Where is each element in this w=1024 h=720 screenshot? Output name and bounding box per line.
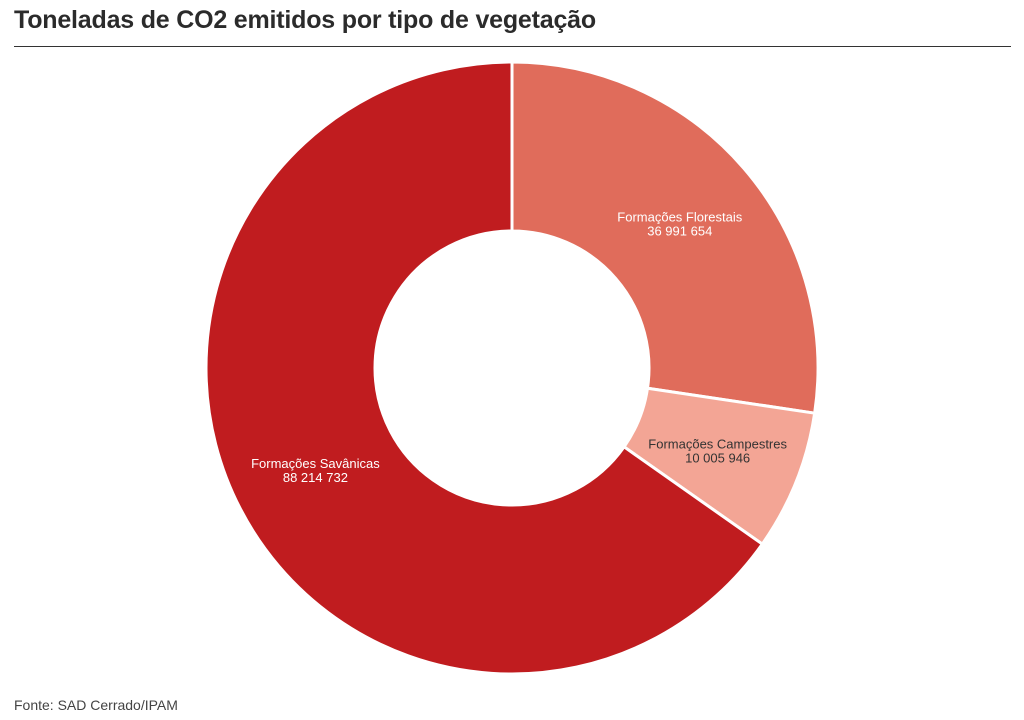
slice-category-label: Formações Campestres bbox=[648, 436, 787, 451]
donut-chart: Formações Florestais 36 991 654 Formações … bbox=[0, 50, 1024, 690]
slice-formacoes-savanicas[interactable] bbox=[204, 60, 764, 676]
slice-category-label: Formações Savânicas bbox=[251, 456, 380, 471]
slice-value-label: 10 005 946 bbox=[685, 450, 750, 465]
slice-category-label: Formações Florestais bbox=[617, 209, 742, 224]
slice-formacoes-florestais[interactable] bbox=[510, 60, 820, 415]
source-note: Fonte: SAD Cerrado/IPAM bbox=[14, 697, 178, 713]
chart-title: Toneladas de CO2 emitidos por tipo de ve… bbox=[14, 6, 596, 34]
slice-value-label: 36 991 654 bbox=[647, 223, 712, 238]
slice-value-label: 88 214 732 bbox=[283, 470, 348, 485]
title-divider bbox=[14, 46, 1011, 47]
